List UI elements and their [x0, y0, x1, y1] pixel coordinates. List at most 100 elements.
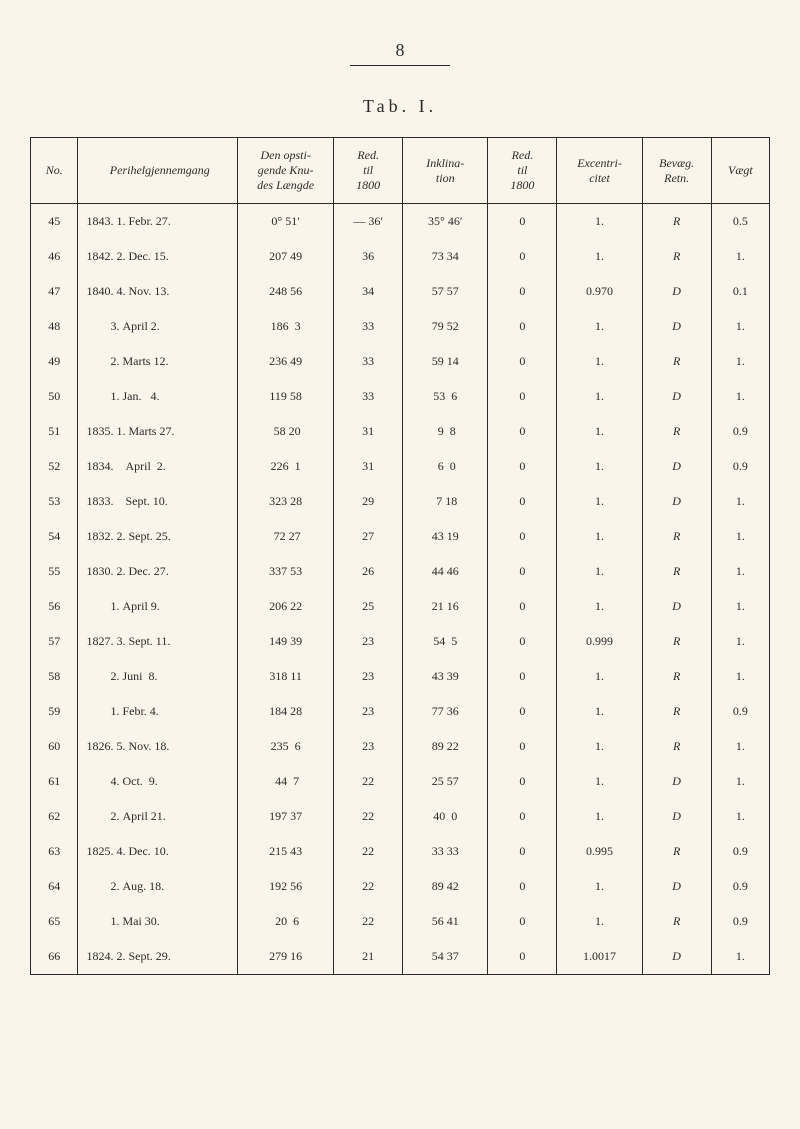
cell: 22: [334, 834, 403, 869]
cell: 9 8: [403, 414, 488, 449]
cell: 1840. 4. Nov. 13.: [78, 274, 238, 309]
cell: 192 56: [238, 869, 334, 904]
cell: 1.: [557, 904, 642, 939]
cell: 2. Marts 12.: [78, 344, 238, 379]
cell: 337 53: [238, 554, 334, 589]
cell: 89 42: [403, 869, 488, 904]
cell: 0: [488, 624, 557, 659]
cell: 248 56: [238, 274, 334, 309]
cell: 22: [334, 869, 403, 904]
table-row: 521834. April 2.226 131 6 001.D0.9: [31, 449, 770, 484]
cell: 55: [31, 554, 78, 589]
header-peri: Perihelgjennemgang: [78, 138, 238, 204]
cell: 1.: [711, 589, 769, 624]
cell: 1830. 2. Dec. 27.: [78, 554, 238, 589]
cell: 1.: [711, 519, 769, 554]
cell: 0: [488, 799, 557, 834]
cell: 1.: [557, 519, 642, 554]
cell: 1.: [711, 939, 769, 975]
cell: 73 34: [403, 239, 488, 274]
cell: 34: [334, 274, 403, 309]
cell: 1. Mai 30.: [78, 904, 238, 939]
cell: 4. Oct. 9.: [78, 764, 238, 799]
cell: 60: [31, 729, 78, 764]
cell: 1833. Sept. 10.: [78, 484, 238, 519]
cell: 53 6: [403, 379, 488, 414]
cell: 0: [488, 414, 557, 449]
cell: 0.9: [711, 834, 769, 869]
header-knu: Den opsti-gende Knu-des Længde: [238, 138, 334, 204]
cell: 1835. 1. Marts 27.: [78, 414, 238, 449]
cell: 51: [31, 414, 78, 449]
cell: 22: [334, 764, 403, 799]
cell: 1.: [711, 764, 769, 799]
cell: 56: [31, 589, 78, 624]
table-row: 471840. 4. Nov. 13.248 563457 5700.970D0…: [31, 274, 770, 309]
cell: 1.0017: [557, 939, 642, 975]
cell: 0: [488, 834, 557, 869]
cell: 1825. 4. Dec. 10.: [78, 834, 238, 869]
table-row: 531833. Sept. 10.323 2829 7 1801.D1.: [31, 484, 770, 519]
cell: 215 43: [238, 834, 334, 869]
cell: 0: [488, 869, 557, 904]
cell: 0.999: [557, 624, 642, 659]
table-row: 461842. 2. Dec. 15.207 493673 3401.R1.: [31, 239, 770, 274]
cell: 0° 51′: [238, 204, 334, 240]
cell: 1.: [557, 239, 642, 274]
header-no: No.: [31, 138, 78, 204]
table-row: 49 2. Marts 12.236 493359 1401.R1.: [31, 344, 770, 379]
cell: 77 36: [403, 694, 488, 729]
cell: 43 39: [403, 659, 488, 694]
table-row: 62 2. April 21.197 372240 001.D1.: [31, 799, 770, 834]
header-row: No. Perihelgjennemgang Den opsti-gende K…: [31, 138, 770, 204]
cell: 49: [31, 344, 78, 379]
cell: 0.995: [557, 834, 642, 869]
table-row: 661824. 2. Sept. 29.279 162154 3701.0017…: [31, 939, 770, 975]
table-row: 65 1. Mai 30. 20 62256 4101.R0.9: [31, 904, 770, 939]
cell: R: [642, 659, 711, 694]
cell: D: [642, 799, 711, 834]
cell: 0: [488, 939, 557, 975]
cell: 25 57: [403, 764, 488, 799]
cell: 1.: [557, 694, 642, 729]
cell: 23: [334, 624, 403, 659]
cell: 53: [31, 484, 78, 519]
cell: 2. Aug. 18.: [78, 869, 238, 904]
cell: 186 3: [238, 309, 334, 344]
cell: 1.: [557, 309, 642, 344]
table-row: 64 2. Aug. 18.192 562289 4201.D0.9: [31, 869, 770, 904]
cell: 1.: [557, 659, 642, 694]
cell: 21 16: [403, 589, 488, 624]
cell: 0: [488, 379, 557, 414]
cell: 59: [31, 694, 78, 729]
cell: R: [642, 414, 711, 449]
cell: 0: [488, 589, 557, 624]
cell: 0: [488, 764, 557, 799]
table-row: 56 1. April 9.206 222521 1601.D1.: [31, 589, 770, 624]
cell: 318 11: [238, 659, 334, 694]
cell: 22: [334, 904, 403, 939]
cell: 33: [334, 309, 403, 344]
cell: 57: [31, 624, 78, 659]
cell: 1842. 2. Dec. 15.: [78, 239, 238, 274]
cell: 23: [334, 659, 403, 694]
cell: 1.: [711, 659, 769, 694]
cell: 1832. 2. Sept. 25.: [78, 519, 238, 554]
cell: 56 41: [403, 904, 488, 939]
cell: 1.: [711, 484, 769, 519]
cell: 1.: [711, 379, 769, 414]
cell: 61: [31, 764, 78, 799]
cell: R: [642, 239, 711, 274]
cell: R: [642, 554, 711, 589]
cell: D: [642, 939, 711, 975]
header-vag: Vægt: [711, 138, 769, 204]
cell: D: [642, 449, 711, 484]
cell: 1.: [557, 449, 642, 484]
cell: 44 46: [403, 554, 488, 589]
data-table: No. Perihelgjennemgang Den opsti-gende K…: [30, 137, 770, 975]
cell: 54: [31, 519, 78, 554]
header-red2: Red.til1800: [488, 138, 557, 204]
cell: 43 19: [403, 519, 488, 554]
cell: 0.9: [711, 694, 769, 729]
cell: 0.9: [711, 414, 769, 449]
